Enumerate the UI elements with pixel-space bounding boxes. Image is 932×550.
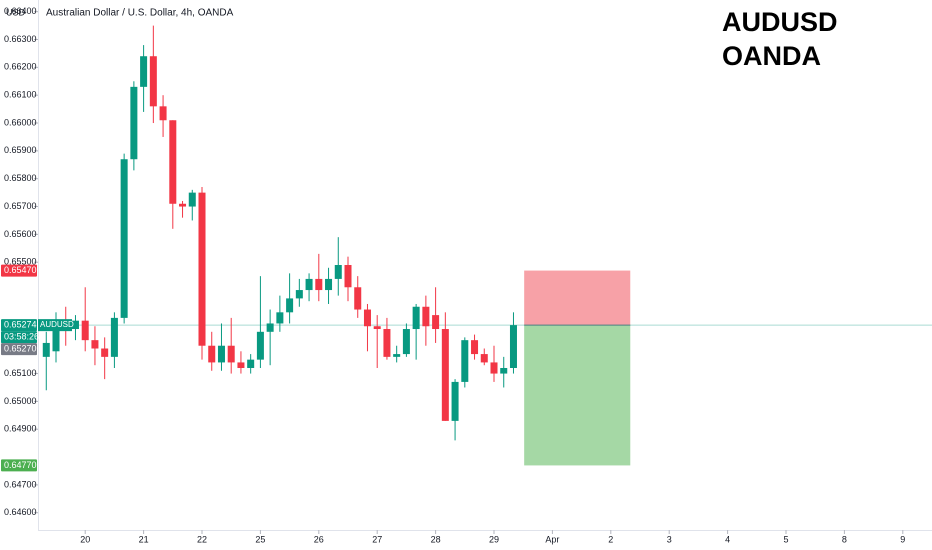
x-tick-label: 26 <box>314 534 324 544</box>
candle-body <box>305 278 313 291</box>
y-tick-label: 0.65800 <box>4 173 37 183</box>
x-tick-label: 21 <box>139 534 149 544</box>
candle-body <box>179 203 187 207</box>
candle-body <box>373 326 381 330</box>
candle-body <box>461 340 469 382</box>
candle-body <box>315 278 323 291</box>
candle-body <box>500 367 508 374</box>
y-tick-label: 0.65600 <box>4 229 37 239</box>
candle-body <box>159 106 167 121</box>
candle-body <box>81 320 89 341</box>
x-tick-label: 22 <box>197 534 207 544</box>
last-price-label-text: 0.65274 <box>4 320 37 330</box>
candle-body <box>52 323 60 352</box>
y-tick-label: 0.65900 <box>4 145 37 155</box>
candle-body <box>227 345 235 363</box>
x-tick-label: 28 <box>431 534 441 544</box>
candle-body <box>334 265 342 279</box>
candle-body <box>451 381 459 421</box>
symbol-label <box>38 319 72 332</box>
loss-zone <box>524 325 631 466</box>
y-tick-label: 0.66000 <box>4 117 37 127</box>
candle-body <box>91 340 99 349</box>
chart-title: Australian Dollar / U.S. Dollar, 4h, OAN… <box>46 8 234 19</box>
x-tick-label: 8 <box>842 534 847 544</box>
candle-body <box>490 362 498 374</box>
candle-body <box>295 290 303 299</box>
x-tick-label: 20 <box>80 534 90 544</box>
prev-label <box>1 343 37 356</box>
candle-body <box>247 359 255 368</box>
x-tick-label: 29 <box>489 534 499 544</box>
candle-body <box>509 325 517 368</box>
candle-body <box>480 354 488 363</box>
watermark: AUDUSD <box>722 7 838 37</box>
candle-body <box>110 317 118 357</box>
candle-body <box>169 120 177 204</box>
candle-body <box>237 362 245 368</box>
target-label-text: 0.65470 <box>4 265 37 275</box>
candle-body <box>140 56 148 87</box>
last-price-label <box>1 319 37 332</box>
candle-body <box>276 312 284 324</box>
watermark: OANDA <box>722 41 821 71</box>
candle-body <box>471 340 479 355</box>
y-tick-label: 0.65100 <box>4 368 37 378</box>
candle-body <box>344 265 352 288</box>
y-tick-label: 0.65700 <box>4 201 37 211</box>
x-tick-label: 4 <box>725 534 730 544</box>
countdown-label <box>1 331 37 344</box>
candle-body <box>217 345 225 363</box>
x-tick-label: 27 <box>372 534 382 544</box>
candle-body <box>432 315 440 330</box>
y-tick-label: 0.64600 <box>4 507 37 517</box>
candle-body <box>383 329 391 357</box>
y-tick-label: 0.66100 <box>4 90 37 100</box>
countdown-label-text: 03:58:26 <box>4 332 39 342</box>
profit-zone <box>524 270 631 326</box>
candle-body <box>208 345 216 363</box>
x-tick-label: Apr <box>545 534 559 544</box>
y-tick-label: 0.65500 <box>4 257 37 267</box>
candle-body <box>120 159 128 318</box>
prev-label-text: 0.65270 <box>4 344 37 354</box>
candle-body <box>256 331 264 360</box>
x-tick-label: 5 <box>783 534 788 544</box>
candle-body <box>354 287 362 310</box>
candle-body <box>149 56 157 107</box>
candle-body <box>130 86 138 160</box>
x-tick-label: 2 <box>608 534 613 544</box>
candle-body <box>363 309 371 327</box>
stop-label <box>1 459 37 472</box>
y-tick-label: 0.64900 <box>4 424 37 434</box>
y-tick-label: 0.66400 <box>4 6 37 16</box>
candle-body <box>198 192 206 346</box>
x-tick-label: 3 <box>667 534 672 544</box>
candle-body <box>402 329 410 355</box>
candle-body <box>188 192 196 207</box>
y-tick-label: 0.65000 <box>4 396 37 406</box>
y-tick-label: 0.64700 <box>4 479 37 489</box>
x-tick-label: 9 <box>900 534 905 544</box>
candle-body <box>393 354 401 357</box>
candle-body <box>422 306 430 327</box>
y-tick-label: 0.66300 <box>4 34 37 44</box>
x-tick-label: 25 <box>255 534 265 544</box>
stop-label-text: 0.64770 <box>4 460 37 470</box>
candle-body <box>412 306 420 330</box>
candle-body <box>441 329 449 421</box>
y-unit: USD <box>6 7 26 17</box>
candle-body <box>266 323 274 332</box>
symbol-label-text: AUDUSD <box>40 320 74 329</box>
candle-body <box>71 320 79 330</box>
candle-body <box>286 298 294 313</box>
candle-body <box>325 278 333 291</box>
y-tick-label: 0.66200 <box>4 62 37 72</box>
target-label <box>1 264 37 277</box>
candle-body <box>42 342 50 357</box>
candle-body <box>101 348 109 357</box>
